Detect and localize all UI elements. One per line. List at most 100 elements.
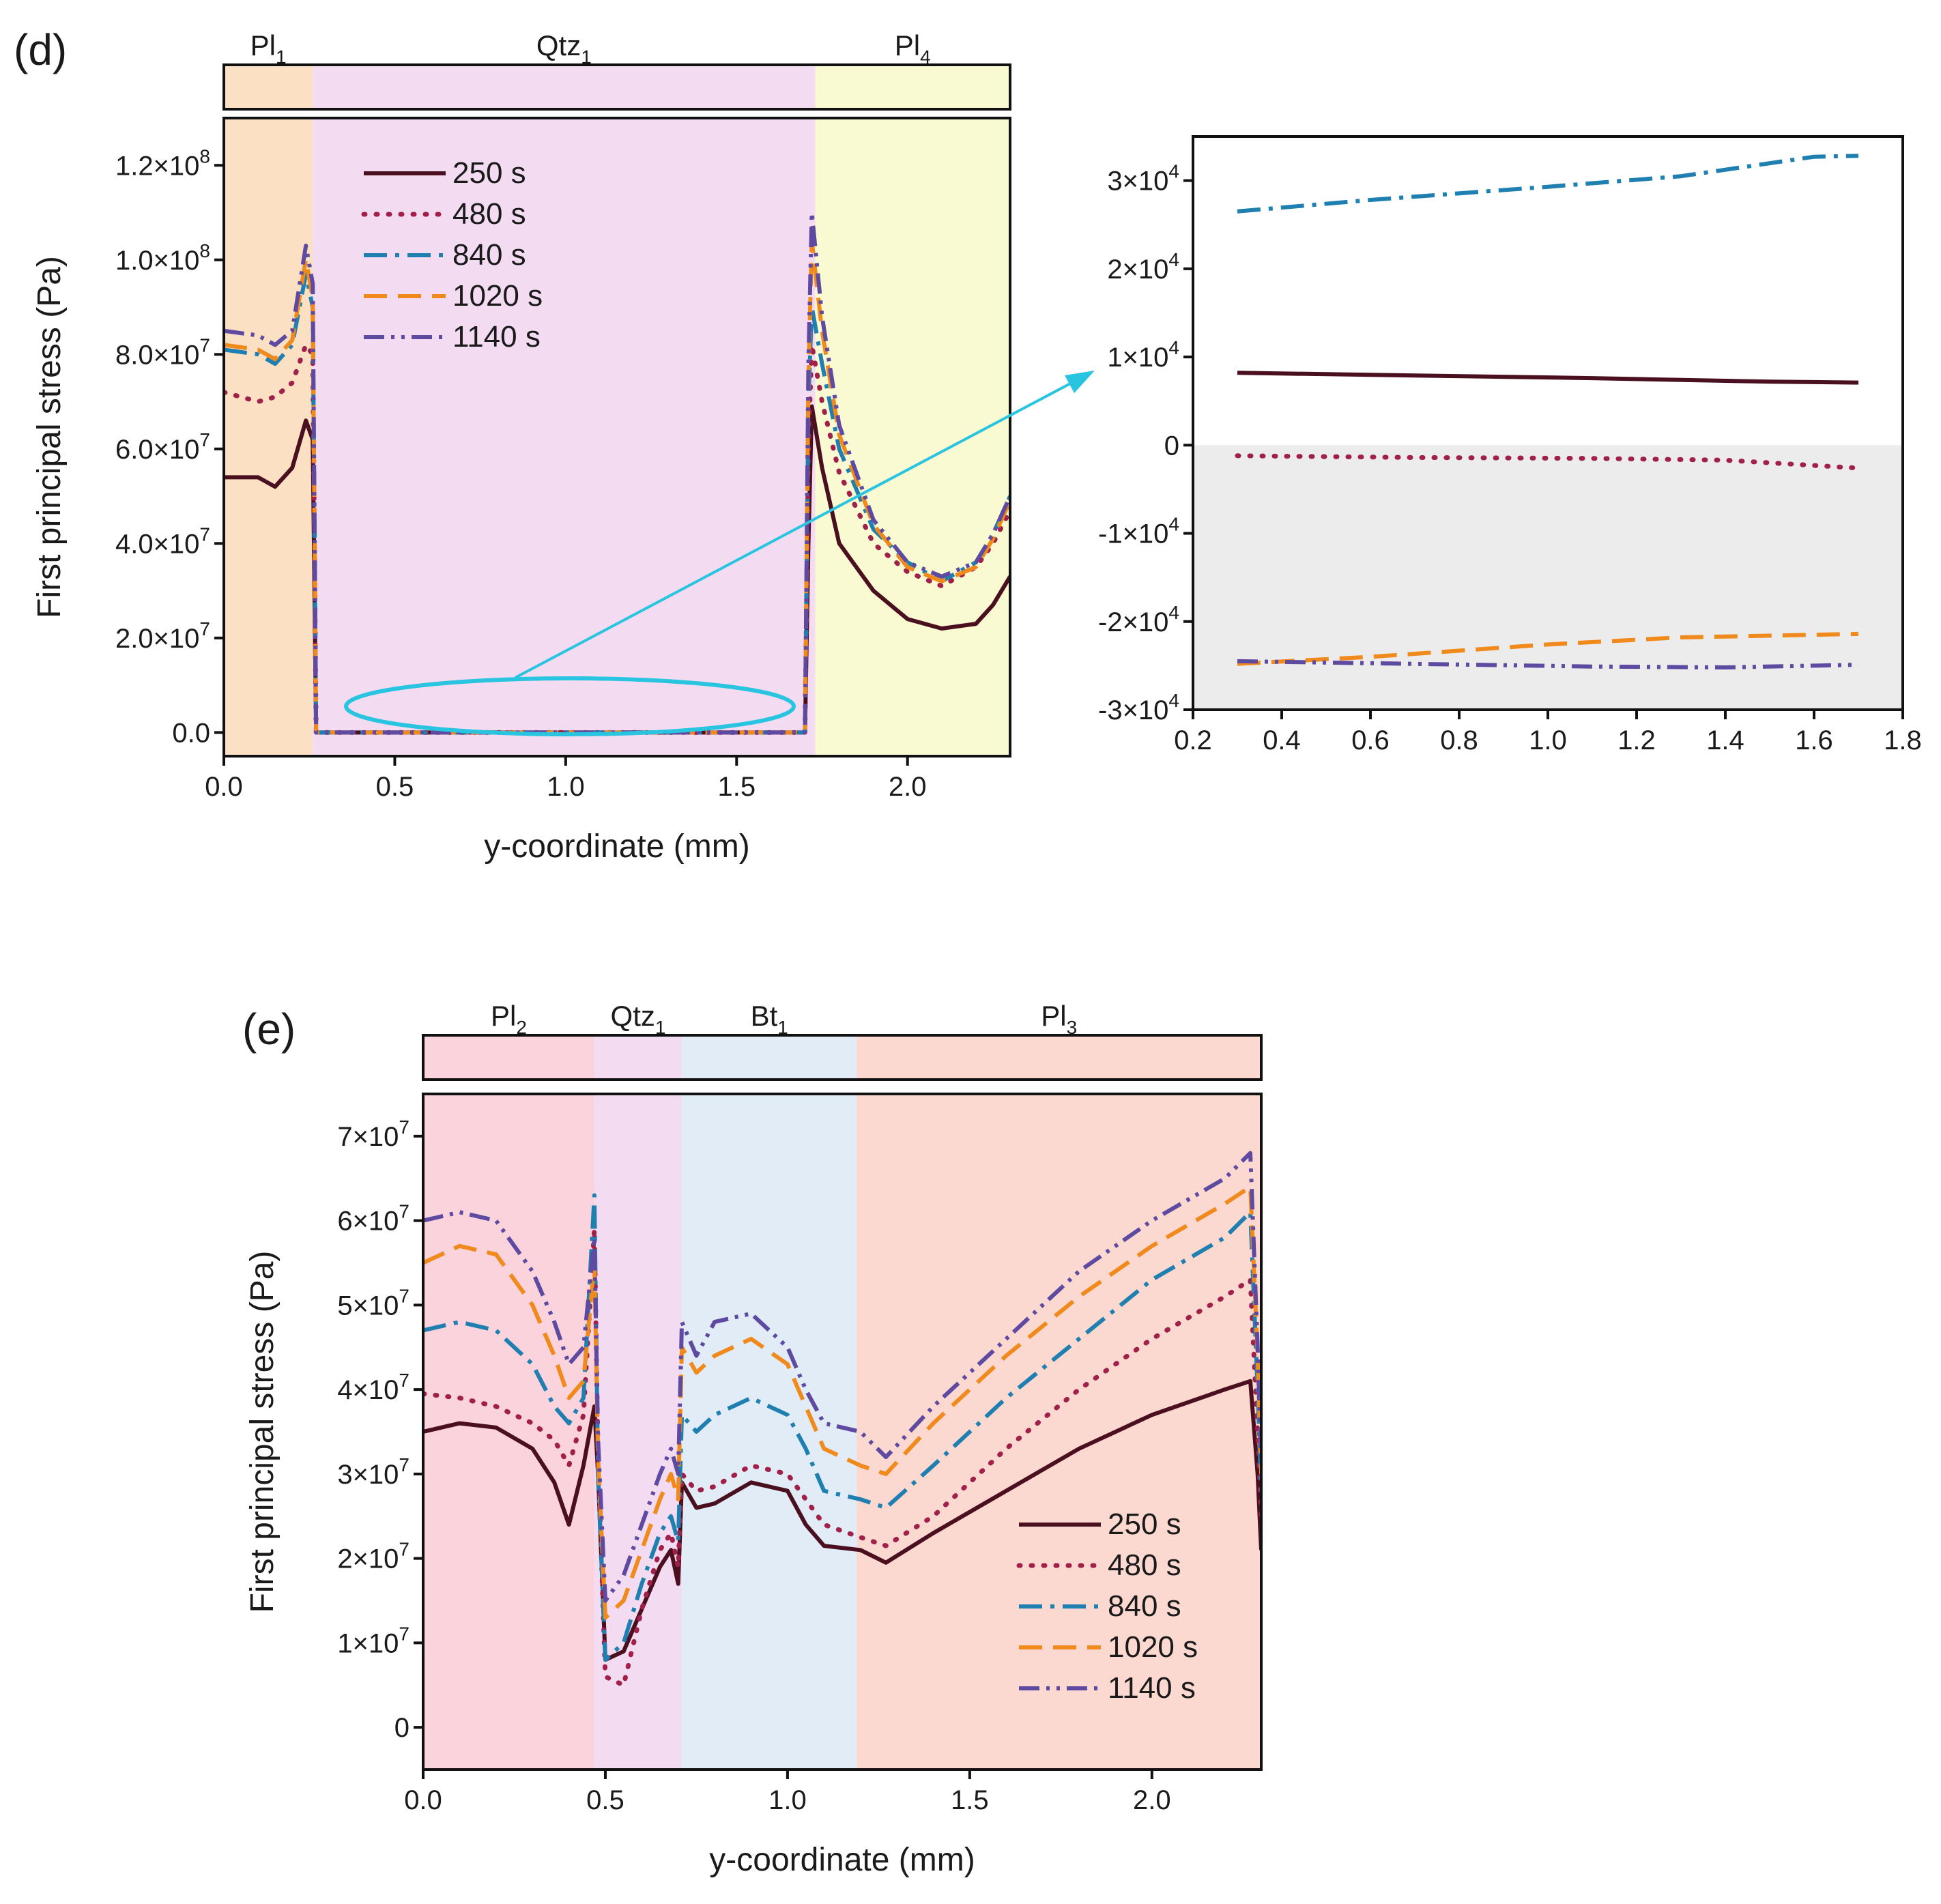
phase-strip-pl4 — [815, 65, 1010, 109]
zoom-arrow-head — [1065, 371, 1095, 393]
y-tick-mantissa: 2.0×10 — [115, 624, 199, 654]
series-line-250s — [1237, 371, 1859, 385]
legend: 250 s 480 s 840 s 1020 s 1140 s — [361, 156, 543, 354]
y-tick-mantissa: 1.2×10 — [115, 151, 199, 181]
y-tick-label: 8.0×107 — [115, 334, 210, 370]
phase-label-name: Pl — [491, 1000, 516, 1032]
x-tick-label: 1.4 — [1706, 725, 1744, 755]
y-tick-label: 2×104 — [1107, 249, 1179, 285]
y-tick-label: 1.2×108 — [115, 145, 210, 181]
legend-label: 1140 s — [1108, 1671, 1196, 1705]
legend-label: 480 s — [452, 197, 526, 231]
x-tick-label: 0.8 — [1440, 725, 1478, 755]
y-tick-label: 6×107 — [337, 1201, 409, 1237]
x-tick-label: 0.5 — [586, 1785, 624, 1815]
y-tick-label: 0 — [1164, 431, 1179, 461]
phase-label-name: Pl — [895, 29, 920, 61]
phase-strip-pl2 — [423, 1035, 594, 1080]
y-tick-exponent: 7 — [199, 429, 210, 450]
phase-label: Qtz1 — [611, 1000, 666, 1038]
y-tick-label: 0.0 — [172, 718, 210, 748]
y-tick-mantissa: 6×10 — [337, 1207, 399, 1237]
y-tick-mantissa: 2×10 — [1107, 255, 1168, 285]
legend-label: 840 s — [1108, 1589, 1181, 1623]
y-tick-mantissa: -2×10 — [1098, 607, 1168, 637]
y-tick-label: 5×107 — [337, 1285, 409, 1321]
x-tick-label: 1.5 — [951, 1785, 989, 1815]
series-line-1020s — [224, 239, 1010, 735]
phase-region-pl2 — [423, 1094, 594, 1770]
phase-region-bt1 — [682, 1094, 857, 1770]
legend-label: 840 s — [452, 238, 526, 272]
y-tick-mantissa: 1×10 — [1107, 343, 1168, 373]
y-tick-exponent: 4 — [1168, 161, 1179, 182]
y-tick-label: 6.0×107 — [115, 429, 210, 465]
y-tick-exponent: 7 — [199, 618, 210, 639]
legend-label: 250 s — [452, 156, 526, 190]
y-tick-mantissa: 3×10 — [337, 1460, 399, 1490]
phase-label: Bt1 — [751, 1000, 788, 1038]
y-tick-exponent: 7 — [199, 523, 210, 545]
panel-d-inset-chart: 0.2 0.4 0.6 0.8 1.0 1.2 1.4 1.6 1.8-3×104-2×104-… — [1098, 135, 1922, 755]
phase-region-pl3 — [857, 1094, 1261, 1770]
phase-strip-pl1 — [224, 65, 313, 109]
y-tick-mantissa: 4.0×10 — [115, 529, 199, 559]
y-tick-mantissa: 4×10 — [337, 1375, 399, 1405]
series-group — [1235, 154, 1861, 669]
y-tick-label: 3×107 — [337, 1454, 409, 1490]
y-tick-mantissa: -1×10 — [1098, 519, 1168, 549]
y-tick-label: 4×107 — [337, 1370, 409, 1405]
x-axis-label: y-coordinate (mm) — [709, 1842, 975, 1878]
y-tick-mantissa: -3×10 — [1098, 695, 1168, 725]
y-tick-exponent: 4 — [1168, 690, 1179, 711]
phase-strip-bt1 — [682, 1035, 857, 1080]
phase-strip-qtz1 — [594, 1035, 682, 1080]
plot-frame — [222, 117, 1011, 758]
y-tick-exponent: 4 — [1168, 602, 1179, 623]
y-tick-mantissa: 2×10 — [337, 1544, 399, 1574]
y-tick-mantissa: 8.0×10 — [115, 340, 199, 370]
y-tick-exponent: 7 — [399, 1116, 409, 1138]
y-tick-mantissa: 1×10 — [337, 1628, 399, 1658]
series-line-250s — [423, 1379, 1261, 1662]
y-tick-mantissa: 7×10 — [337, 1122, 399, 1152]
y-tick-mantissa: 0.0 — [172, 718, 210, 748]
series-line-840s — [423, 1193, 1261, 1662]
phase-label: Pl3 — [1041, 1000, 1077, 1038]
series-line-1020s — [423, 1185, 1261, 1620]
series-line-1140s — [224, 210, 1010, 735]
phase-label-subscript: 1 — [276, 46, 287, 68]
legend-label: 480 s — [1108, 1548, 1181, 1582]
x-tick-label: 0.6 — [1351, 725, 1390, 755]
y-tick-label: -1×104 — [1098, 514, 1179, 549]
phase-label-subscript: 4 — [920, 46, 931, 68]
phase-label-subscript: 1 — [777, 1017, 788, 1038]
y-tick-label: 1×104 — [1107, 337, 1179, 373]
y-tick-label: 3×104 — [1107, 161, 1179, 197]
phase-strip-qtz1 — [313, 65, 816, 109]
y-axis-label: First principal stress (Pa) — [244, 1251, 281, 1613]
phase-region-pl1 — [224, 118, 313, 756]
zoom-ellipse — [344, 676, 796, 736]
series-line-840s — [1237, 154, 1859, 214]
y-tick-label: 1×107 — [337, 1623, 409, 1658]
phase-label: Qtz1 — [536, 29, 592, 68]
x-tick-label: 0.0 — [404, 1785, 442, 1815]
series-line-1140s — [1237, 659, 1859, 669]
series-line-480s — [423, 1226, 1261, 1688]
phase-region-qtz1 — [313, 118, 816, 756]
negative-region-band — [1193, 445, 1903, 710]
y-tick-label: -3×104 — [1098, 690, 1179, 725]
phase-region-pl4 — [815, 118, 1010, 756]
phase-strip-pl3 — [857, 1035, 1261, 1080]
x-tick-label: 2.0 — [1133, 1785, 1171, 1815]
y-tick-mantissa: 3×10 — [1107, 167, 1168, 197]
phase-label-name: Qtz — [611, 1000, 655, 1032]
phase-label-subscript: 1 — [581, 46, 592, 68]
phase-label-subscript: 3 — [1067, 1017, 1078, 1038]
series-line-1020s — [1237, 631, 1859, 666]
series-group — [423, 1151, 1261, 1688]
